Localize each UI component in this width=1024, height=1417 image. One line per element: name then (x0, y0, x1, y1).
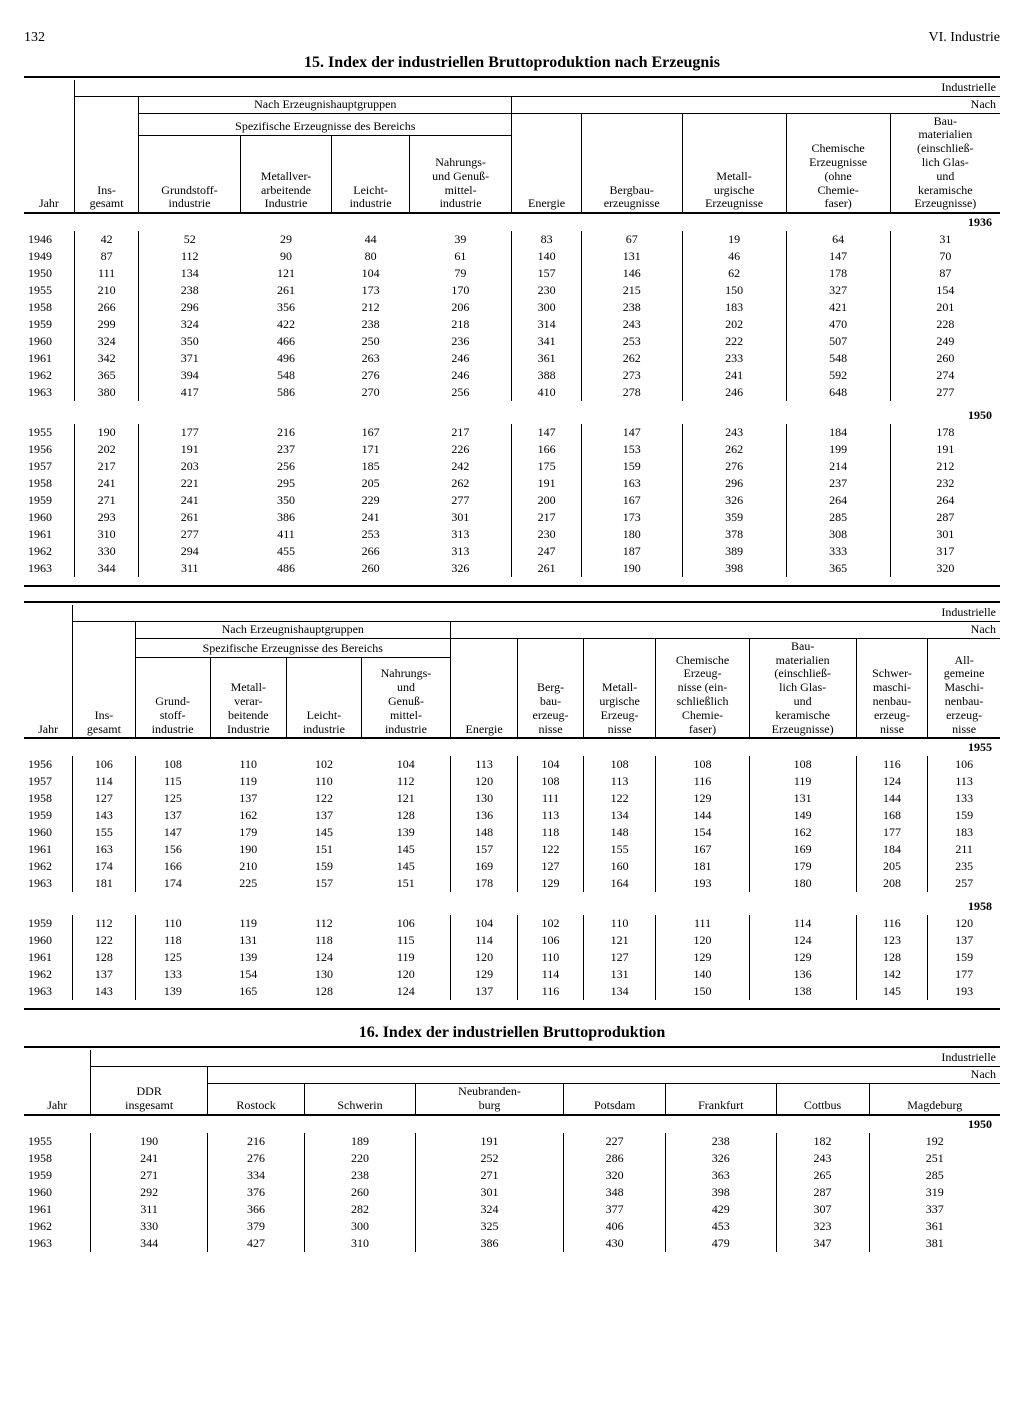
table-15-data: IndustrielleJahrIns-gesamtNach Erzeugnis… (24, 80, 1000, 583)
table-15b-data: IndustrielleJahrIns-gesamtNach Erzeugnis… (24, 605, 1000, 1006)
table-15: 15. Index der industriellen Bruttoproduk… (24, 54, 1000, 587)
chapter-title: VI. Industrie (928, 30, 1000, 46)
page-number: 132 (24, 30, 45, 46)
table-16-data: IndustrielleJahrDDRinsgesamtNachRostockS… (24, 1050, 1000, 1251)
table-15-title: 15. Index der industriellen Bruttoproduk… (24, 54, 1000, 72)
table-16-title: 16. Index der industriellen Bruttoproduk… (24, 1024, 1000, 1042)
table-15b: IndustrielleJahrIns-gesamtNach Erzeugnis… (24, 601, 1000, 1010)
table-16: 16. Index der industriellen Bruttoproduk… (24, 1024, 1000, 1251)
